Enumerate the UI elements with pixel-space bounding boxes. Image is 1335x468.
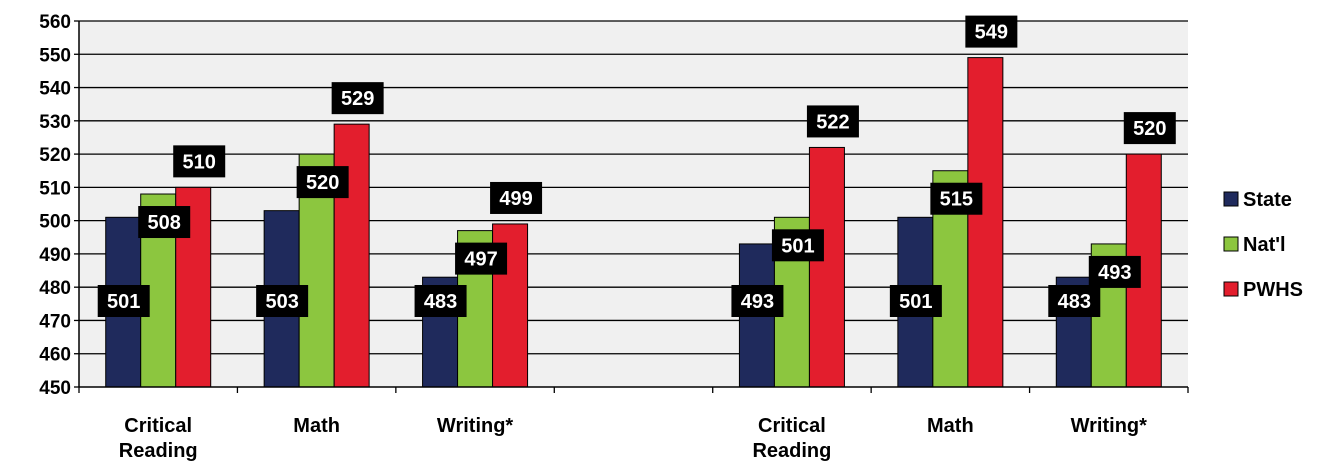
category-label: Reading: [752, 440, 831, 462]
y-axis-ticks: 450 460 470 480 490 500 510 520 530 540 550 560: [39, 12, 79, 399]
value-label: 501: [781, 235, 814, 257]
value-label-box: [296, 166, 349, 199]
value-label-box: [97, 285, 150, 317]
value-label: 508: [148, 212, 181, 234]
value-label-box: [490, 181, 543, 214]
bar-pwhs: [333, 123, 370, 388]
value-label-box: [1048, 285, 1101, 317]
value-label-box: [414, 285, 467, 317]
value-label: 510: [183, 151, 216, 173]
value-label-box: [173, 145, 226, 178]
bar-pwhs: [967, 57, 1004, 388]
value-label: 483: [1058, 291, 1091, 313]
category-label: Critical: [758, 415, 826, 437]
y-tick-label: 560: [39, 12, 71, 33]
value-label: 522: [816, 111, 849, 133]
y-tick-label: 530: [39, 112, 71, 133]
legend-label: PWHS: [1243, 279, 1303, 301]
value-label: 497: [464, 249, 497, 271]
y-tick-label: 500: [39, 212, 71, 233]
y-tick-label: 470: [39, 311, 71, 332]
value-label-box: [771, 229, 824, 262]
value-label: 520: [306, 172, 339, 194]
category-label: Critical: [124, 415, 192, 437]
value-label-box: [965, 15, 1018, 48]
y-tick-label: 550: [39, 45, 71, 66]
y-tick-label: 480: [39, 278, 71, 299]
category-label: Writing*: [437, 415, 514, 437]
value-label-box: [1123, 112, 1176, 145]
category-label: Math: [293, 415, 340, 437]
value-labels: 501 508 510 503 520 529 483 497 499 493 501 522 501 5…: [97, 15, 1176, 317]
value-label-box: [930, 182, 983, 215]
y-tick-label: 520: [39, 145, 71, 166]
value-label: 501: [899, 291, 932, 313]
y-tick-label: 460: [39, 345, 71, 366]
value-label-box: [731, 285, 784, 317]
legend-swatch: [1223, 191, 1239, 207]
category-label: Writing*: [1071, 415, 1148, 437]
value-label-box: [1088, 255, 1141, 288]
value-label: 501: [107, 291, 140, 313]
value-label-box: [889, 285, 942, 317]
axes: [78, 21, 1189, 393]
value-label-box: [331, 82, 384, 115]
value-label-box: [806, 105, 859, 138]
value-label: 493: [741, 291, 774, 313]
value-label-box: [455, 242, 508, 275]
category-label: Math: [927, 415, 974, 437]
bar-pwhs: [808, 146, 845, 388]
legend-swatch: [1223, 236, 1239, 252]
y-tick-label: 510: [39, 178, 71, 199]
value-label: 549: [975, 22, 1008, 44]
value-label: 493: [1098, 262, 1131, 284]
value-label-box: [138, 206, 191, 239]
value-label: 520: [1133, 118, 1166, 140]
value-label: 529: [341, 88, 374, 110]
value-label: 499: [499, 188, 532, 210]
legend: State Nat'l PWHS: [1223, 189, 1303, 301]
y-tick-label: 490: [39, 245, 71, 266]
legend-label: State: [1243, 189, 1292, 211]
plot-area: [79, 21, 1188, 387]
value-label: 483: [424, 291, 457, 313]
legend-swatch: [1223, 281, 1239, 297]
category-label: Reading: [119, 440, 198, 462]
value-label-box: [256, 285, 309, 317]
y-tick-label: 540: [39, 79, 71, 100]
value-label: 515: [940, 189, 973, 211]
value-label: 503: [265, 291, 298, 313]
y-tick-label: 450: [39, 378, 71, 399]
x-axis-labels: Critical Reading Math Writing* Critical Readi…: [119, 415, 1147, 462]
plot-background: [79, 21, 1188, 387]
legend-label: Nat'l: [1243, 234, 1286, 256]
